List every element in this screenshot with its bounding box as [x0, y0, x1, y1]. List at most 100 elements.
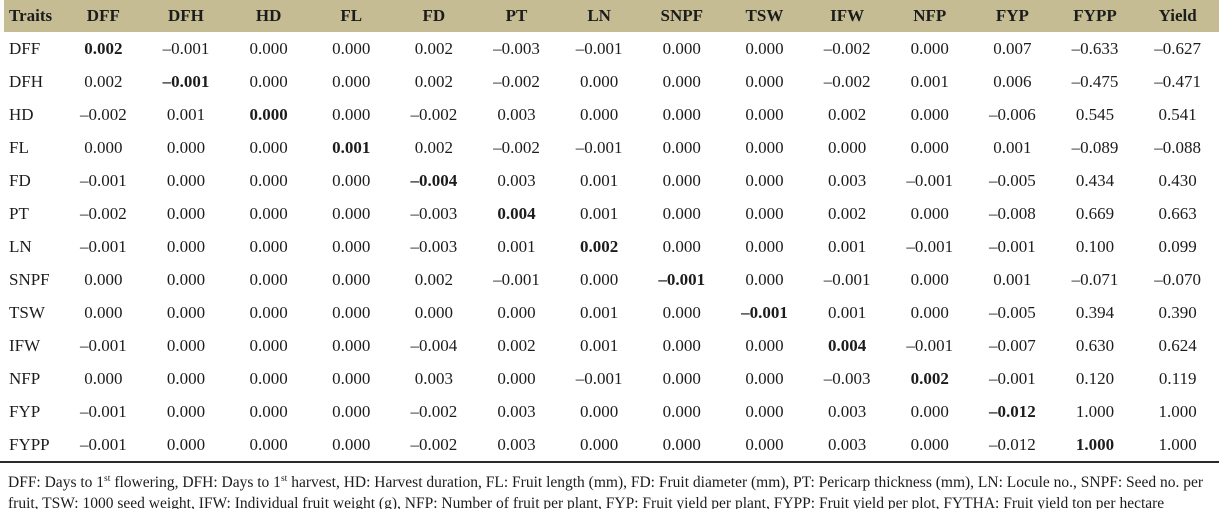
table-cell: 0.003	[827, 170, 867, 190]
table-cell: –0.006	[988, 104, 1036, 124]
table-cell: 0.000	[249, 71, 288, 91]
table-cell: 0.000	[497, 302, 536, 322]
table-cell: 0.000	[580, 104, 619, 124]
table-row: HD –0.002 0.001 0.000 0.000 –0.002 0.003 0.000 0…	[0, 98, 1219, 131]
table-cell: 0.430	[1158, 170, 1197, 190]
column-header-yield: Yield	[1136, 0, 1219, 32]
table-cell: 0.000	[332, 104, 371, 124]
table-row: LN –0.001 0.000 0.000 0.000 –0.003 0.001 0.002 0…	[0, 230, 1219, 263]
table-cell: 0.000	[745, 236, 784, 256]
column-header-dff: DFF	[62, 0, 145, 32]
table-cell: 0.004	[497, 203, 536, 223]
table-cell: –0.002	[410, 104, 458, 124]
row-trait-label: FL	[9, 137, 29, 157]
table-cell: 1.000	[1075, 401, 1115, 421]
table-cell: –0.002	[823, 38, 871, 58]
table-cell: 0.003	[497, 170, 536, 190]
table-cell: 0.000	[84, 137, 123, 157]
table-cell: 0.000	[662, 236, 701, 256]
table-cell: 0.003	[414, 368, 453, 388]
footnote: DFF: Days to 1st flowering, DFH: Days to…	[0, 463, 1219, 509]
table-cell: –0.004	[410, 170, 458, 190]
table-cell: 0.000	[745, 104, 784, 124]
footnote-superscript: st	[280, 472, 288, 484]
table-cell: 0.001	[910, 71, 949, 91]
table-cell: 0.000	[166, 368, 206, 388]
row-trait-label: TSW	[9, 302, 45, 322]
row-trait-label: FYPP	[9, 434, 50, 454]
table-cell: 0.002	[827, 203, 867, 223]
table-cell: 0.001	[332, 137, 371, 157]
table-row: DFH 0.002 –0.001 0.000 0.000 0.002 –0.002 0.000…	[0, 65, 1219, 98]
table-cell: 0.000	[84, 302, 123, 322]
table-cell: 0.000	[166, 434, 206, 454]
table-cell: –0.003	[493, 38, 540, 58]
column-header-ln: LN	[557, 0, 641, 32]
column-header-fd: FD	[392, 0, 476, 32]
table-cell: 0.003	[497, 434, 536, 454]
table-cell: –0.001	[906, 236, 954, 256]
table-cell: –0.002	[79, 104, 127, 124]
table-cell: 1.000	[1075, 434, 1115, 454]
table-cell: 0.000	[662, 137, 701, 157]
table-cell: 0.000	[745, 38, 784, 58]
table-cell: 0.000	[332, 71, 371, 91]
table-cell: 0.000	[910, 38, 949, 58]
column-header-dfh: DFH	[144, 0, 228, 32]
table-cell: 0.000	[662, 104, 701, 124]
table-cell: 0.120	[1075, 368, 1115, 388]
table-cell: 0.000	[662, 71, 701, 91]
table-cell: 0.000	[166, 335, 206, 355]
table-cell: 0.003	[497, 104, 536, 124]
table-cell: –0.003	[823, 368, 871, 388]
table-cell: 0.001	[166, 104, 206, 124]
table-cell: 0.000	[166, 269, 206, 289]
table-cell: –0.475	[1071, 71, 1119, 91]
table-cell: 0.000	[580, 434, 619, 454]
table-cell: –0.001	[575, 368, 623, 388]
table-cell: 0.002	[580, 236, 619, 256]
column-header-pt: PT	[475, 0, 558, 32]
table-cell: 0.007	[993, 38, 1032, 58]
table-cell: 0.002	[414, 137, 453, 157]
table-cell: 0.000	[745, 137, 784, 157]
table-cell: –0.001	[79, 170, 127, 190]
table-cell: 0.000	[332, 236, 371, 256]
table-cell: –0.005	[988, 170, 1036, 190]
table-cell: –0.001	[79, 434, 127, 454]
table-cell: 0.000	[166, 203, 206, 223]
table-cell: 0.000	[332, 434, 371, 454]
table-row: FYPP –0.001 0.000 0.000 0.000 –0.002 0.003 0.00…	[0, 428, 1219, 462]
table-cell: 0.003	[827, 401, 867, 421]
table-cell: –0.089	[1071, 137, 1119, 157]
table-cell: 0.001	[580, 302, 619, 322]
row-trait-label: IFW	[9, 335, 41, 355]
table-cell: 0.002	[414, 71, 453, 91]
table-cell: 0.394	[1075, 302, 1115, 322]
table-cell: 0.000	[580, 401, 619, 421]
table-row: FL 0.000 0.000 0.000 0.001 0.002 –0.002 –0.001 0…	[0, 131, 1219, 164]
table-cell: 0.000	[745, 269, 784, 289]
table-cell: 0.000	[249, 236, 288, 256]
table-cell: 0.000	[249, 269, 288, 289]
table-cell: 0.000	[166, 401, 206, 421]
table-cell: 0.434	[1075, 170, 1115, 190]
table-cell: 0.001	[580, 203, 619, 223]
table-cell: 0.000	[745, 368, 784, 388]
table-cell: 0.000	[662, 434, 701, 454]
table-cell: 0.003	[497, 401, 536, 421]
table-cell: 0.669	[1075, 203, 1115, 223]
table-cell: 0.000	[166, 236, 206, 256]
table-cell: 0.001	[827, 302, 867, 322]
table-cell: –0.633	[1071, 38, 1119, 58]
row-trait-label: FD	[9, 170, 31, 190]
table-cell: –0.008	[988, 203, 1036, 223]
table-cell: 0.000	[166, 137, 206, 157]
table-cell: 0.000	[745, 203, 784, 223]
table-cell: 0.000	[249, 203, 288, 223]
table-cell: 0.000	[662, 401, 701, 421]
footnote-text: harvest, HD: Harvest duration, FL: Fruit…	[8, 474, 1204, 509]
table-cell: 0.000	[910, 137, 949, 157]
table-cell: –0.002	[410, 401, 458, 421]
table-cell: 0.000	[745, 170, 784, 190]
